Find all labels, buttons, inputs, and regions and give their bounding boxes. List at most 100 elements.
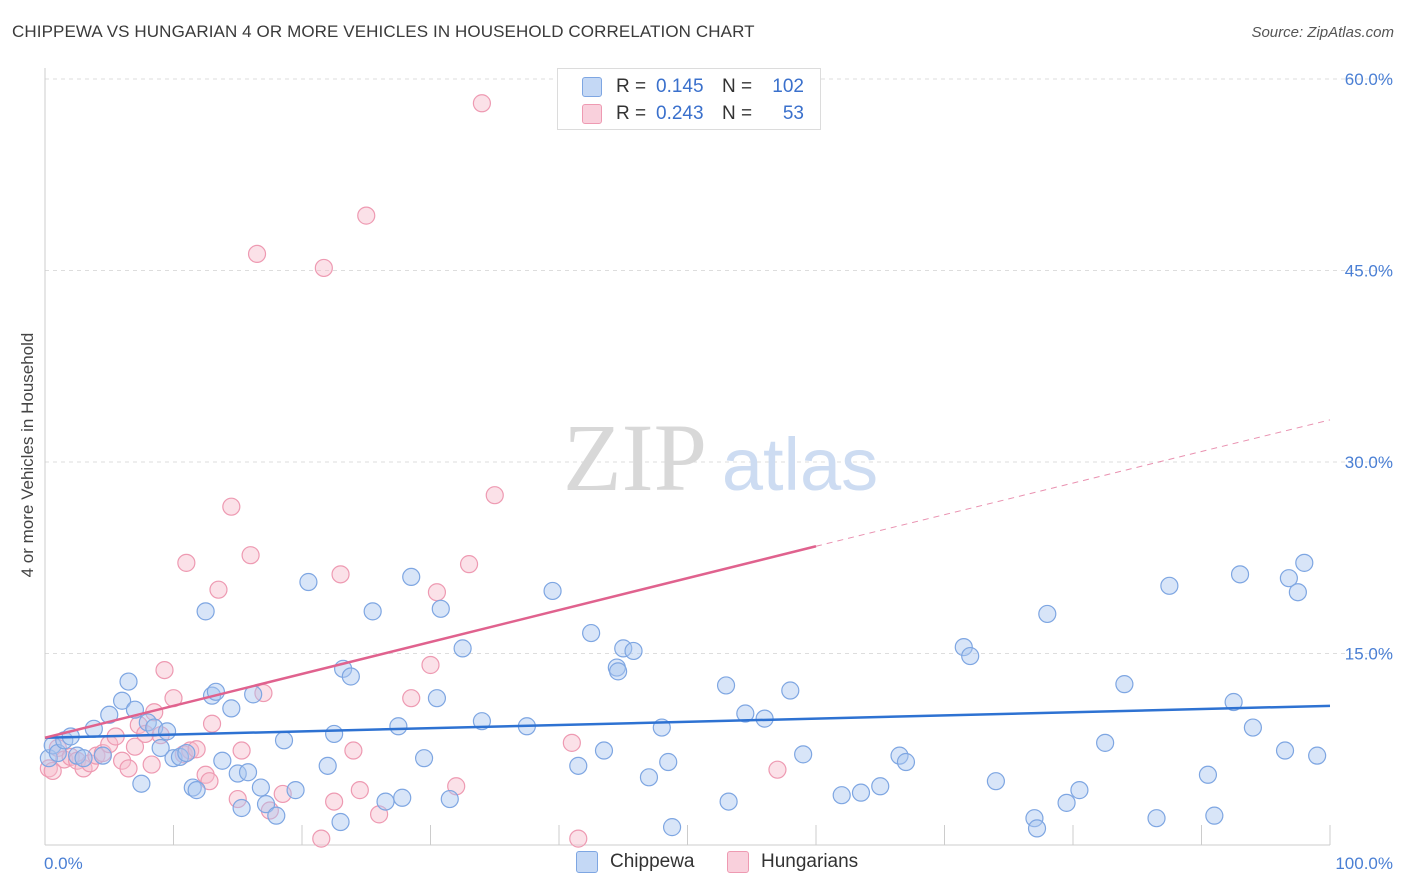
legend-label-chippewa: Chippewa xyxy=(610,851,695,872)
chippewa-point xyxy=(93,746,112,765)
n-value: 102 xyxy=(772,76,804,97)
hungarian-point xyxy=(344,741,363,760)
chippewa-point xyxy=(414,749,434,768)
chippewa-point xyxy=(196,602,215,621)
chippewa-point xyxy=(594,741,614,760)
chippewa-point xyxy=(609,662,628,681)
chippewa-point xyxy=(1243,718,1263,737)
chippewa-point xyxy=(1275,741,1295,760)
chippewa-point xyxy=(402,567,421,587)
legend-item-hungarians[interactable]: Hungarians xyxy=(727,851,858,873)
chippewa-point xyxy=(472,712,491,731)
chippewa-point xyxy=(453,639,472,658)
chippewa-point xyxy=(736,704,755,723)
hungarian-point xyxy=(459,555,479,574)
chippewa-point xyxy=(1295,553,1314,572)
chippewa-point xyxy=(431,599,450,618)
n-label: N = xyxy=(722,103,753,124)
chippewa-point xyxy=(1115,675,1134,694)
chippewa-point xyxy=(151,738,170,758)
chippewa-point xyxy=(851,783,871,802)
chippewa-point xyxy=(1288,583,1307,602)
hungarian-point xyxy=(209,580,228,599)
chippewa-point xyxy=(871,777,890,796)
chippewa-swatch xyxy=(576,851,598,873)
hungarian-trend-line xyxy=(44,545,817,739)
chippewa-points xyxy=(39,553,1327,838)
hungarian-swatch xyxy=(727,851,749,873)
y-tick-label: 60.0% xyxy=(1345,70,1393,89)
y-tick-label: 45.0% xyxy=(1345,262,1393,281)
chippewa-point xyxy=(1096,733,1115,752)
chippewa-point xyxy=(1070,781,1089,800)
chippewa-point xyxy=(318,756,337,775)
hungarian-point xyxy=(421,655,440,675)
chippewa-point xyxy=(624,641,643,661)
chippewa-point xyxy=(187,781,206,800)
hungarian-point xyxy=(187,740,206,759)
chippewa-point xyxy=(256,795,276,814)
grid-lines xyxy=(45,78,1392,654)
chippewa-point xyxy=(274,731,294,750)
hungarian-point xyxy=(768,760,787,779)
chippewa-point xyxy=(132,774,151,793)
hungarian-point xyxy=(427,583,447,602)
chippewa-point xyxy=(961,646,980,666)
chippewa-point xyxy=(1057,793,1076,812)
x-tick-labels: 0.0% 100.0% xyxy=(44,854,1393,873)
hungarian-point xyxy=(232,741,251,760)
chippewa-point xyxy=(639,768,659,787)
hungarian-point xyxy=(562,733,581,752)
series-legend: Chippewa Hungarians xyxy=(0,851,1406,877)
legend-item-chippewa[interactable]: Chippewa xyxy=(576,851,695,873)
chippewa-point xyxy=(427,689,447,708)
chippewa-swatch xyxy=(582,77,602,97)
correlation-legend: R = 0.145 N = 102 R = 0.243 N = 53 xyxy=(557,68,821,130)
chippewa-point xyxy=(986,772,1006,791)
chippewa-point xyxy=(543,581,562,601)
chippewa-point xyxy=(781,681,800,700)
hungarian-point xyxy=(325,792,344,811)
chippewa-point xyxy=(267,806,286,825)
chippewa-point xyxy=(74,749,93,768)
hungarian-point xyxy=(125,737,145,756)
chippewa-point xyxy=(232,798,251,818)
hungarian-point xyxy=(247,244,267,264)
hungarian-point xyxy=(357,206,376,225)
hungarian-trend-extension xyxy=(815,419,1331,547)
x-tick-label: 100.0% xyxy=(1335,854,1393,873)
r-value: 0.243 xyxy=(656,103,704,124)
chart-title: CHIPPEWA VS HUNGARIAN 4 OR MORE VEHICLES… xyxy=(12,22,755,41)
chippewa-point xyxy=(325,724,344,744)
chippewa-point xyxy=(719,792,738,811)
hungarian-point xyxy=(202,714,222,733)
chippewa-point xyxy=(251,778,270,797)
chippewa-point xyxy=(222,699,241,718)
chippewa-point xyxy=(1308,746,1327,765)
hungarian-point xyxy=(119,759,138,778)
chippewa-point xyxy=(363,602,382,621)
chippewa-point xyxy=(1198,765,1218,784)
chippewa-point xyxy=(1160,576,1179,595)
trend-lines xyxy=(44,419,1331,740)
hungarian-point xyxy=(222,497,241,516)
hungarian-point xyxy=(472,94,491,113)
chippewa-point xyxy=(1279,569,1298,588)
chippewa-point xyxy=(389,717,408,736)
y-tick-label: 15.0% xyxy=(1345,645,1393,664)
watermark: ZIP atlas xyxy=(563,404,878,511)
chippewa-point xyxy=(376,792,395,811)
chippewa-point xyxy=(112,691,132,710)
r-label: R = xyxy=(616,103,647,124)
chippewa-point xyxy=(1224,692,1243,712)
chippewa-point xyxy=(440,789,459,809)
n-value: 53 xyxy=(782,103,804,124)
axes xyxy=(44,68,1331,846)
chippewa-point xyxy=(662,818,682,837)
legend-label-hungarians: Hungarians xyxy=(761,851,859,872)
chippewa-point xyxy=(832,786,851,805)
hungarian-point xyxy=(331,565,350,584)
chippewa-point xyxy=(582,623,601,643)
chippewa-point xyxy=(1205,806,1224,825)
